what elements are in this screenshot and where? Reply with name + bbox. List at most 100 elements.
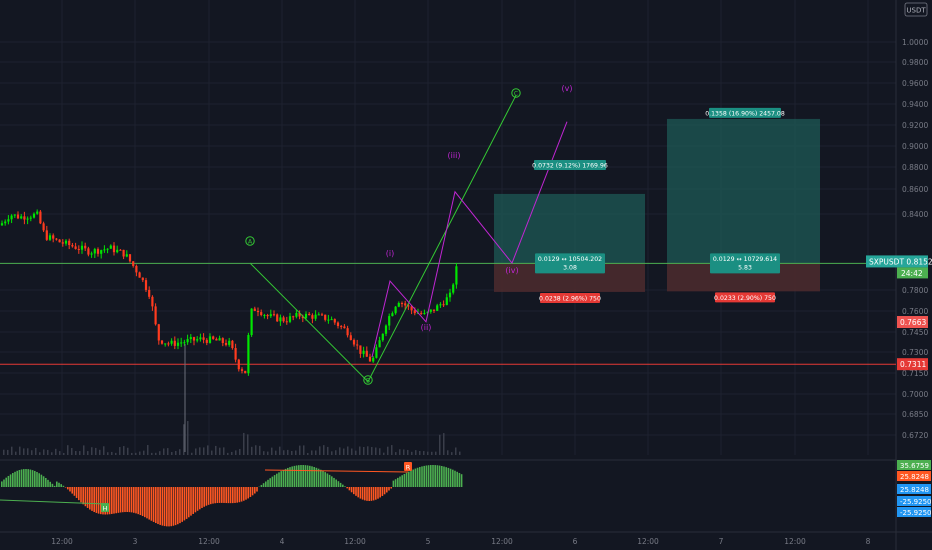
loss-label: 0.0233 (2.90%) 750 [714,295,776,302]
price-tag[interactable] [897,358,928,371]
volume-bar [27,448,29,455]
histogram-bar [361,487,364,500]
elliott-waves[interactable]: A B C (i) (ii) (iii) (iv) (v) [245,84,573,385]
candle-up [109,245,112,249]
position-labels: 0.0732 (9.12%) 1769.96 0.0129 ↔ 10504.202… [532,107,785,303]
histogram-bar [73,487,76,496]
histogram-bar [212,487,214,504]
volume-bar [391,445,393,455]
candle-up [448,292,452,298]
candle-up [375,347,378,358]
candle-up [164,343,167,345]
histogram-bar [71,487,73,494]
histogram-bar [441,465,443,487]
histogram-bar [225,487,227,504]
candles [0,209,458,452]
candle-down [320,314,324,316]
oscillator-pane: RH [0,462,463,527]
histogram-bar [62,485,65,487]
histogram-bar [342,484,344,487]
candle-up [378,340,381,348]
histogram-bar [423,465,425,487]
histogram-bar [449,468,452,487]
candle-down [42,223,45,231]
volume-bar [415,450,417,455]
volume-bar [199,447,201,455]
volume-bar [167,448,169,455]
histogram-bar [14,471,16,487]
volume-bar [407,449,409,455]
candle-down [77,248,80,250]
histogram-bar [379,487,381,498]
candle-up [372,357,375,362]
volume-bar [279,446,281,455]
volume-bar [7,449,9,455]
histogram-bar [397,477,399,487]
candle-down [368,356,372,362]
time-axis[interactable]: 12:00 3 12:00 4 12:00 5 12:00 6 12:00 7 12:00 8 [51,537,870,546]
volume-bar [403,449,405,455]
histogram-bar [40,474,43,487]
price-tick-label: 0.6720 [902,431,928,440]
histogram-bar [322,470,324,487]
volume-bar [131,452,133,455]
histogram-bar [130,487,133,513]
histogram-bar [18,470,21,487]
price-axis[interactable]: 1.0000 0.9800 0.9600 0.9400 0.9200 0.9000 0.88… [866,2,932,517]
profit-label-box [534,160,606,170]
wave-impulse-path[interactable] [371,121,568,358]
histogram-bar [293,465,296,487]
volume-bar [171,452,173,455]
candle-down [55,238,58,240]
histogram-bar [276,473,278,487]
price-tag[interactable] [866,255,928,268]
time-tick-label: 6 [573,537,578,546]
candle-up [180,342,183,344]
histogram-bar [80,487,82,503]
oscillator-tag [897,471,931,481]
histogram-bar [181,487,183,522]
price-tag[interactable] [897,316,928,329]
oscillator-tag-label: 35.6759 [900,462,929,470]
histogram-bar [443,466,445,487]
oscillator-tag [897,460,931,470]
histogram-bar [311,466,313,487]
candle-down [253,308,256,311]
volume-bar [111,451,113,455]
candle-up [228,340,231,345]
oscillator-tag-label: 25.8248 [900,473,929,481]
volume-bar [119,447,121,455]
histogram-bar [214,487,216,504]
histogram-bar [383,487,386,495]
volume-bar [79,451,81,455]
histogram-bar [313,467,315,487]
wave-abc-path[interactable] [249,95,517,383]
histogram-bar [458,472,461,487]
profit-label: 0.0732 (9.12%) 1769.96 [532,163,608,170]
candle-down [234,348,237,360]
histogram-bar [128,487,131,513]
histogram-bar [150,487,153,521]
histogram-bar [425,465,428,487]
candle-up [423,312,426,314]
histogram-bar [190,487,192,516]
candle-up [26,218,29,220]
candle-up [80,245,84,250]
volume-bar [91,447,93,455]
histogram-bar [256,487,258,492]
candle-down [410,306,413,311]
candle-up [176,342,180,346]
histogram-bar [133,487,135,513]
candle-up [314,314,317,319]
histogram-bar [229,487,232,504]
volume-bar [135,452,137,455]
candle-down [205,339,208,343]
price-tick-label: 0.7800 [902,286,928,295]
volume-bar [355,450,357,455]
candle-down [400,303,404,305]
histogram-bar [93,487,95,513]
histogram-bar [124,487,126,513]
volume-bar [183,424,185,455]
